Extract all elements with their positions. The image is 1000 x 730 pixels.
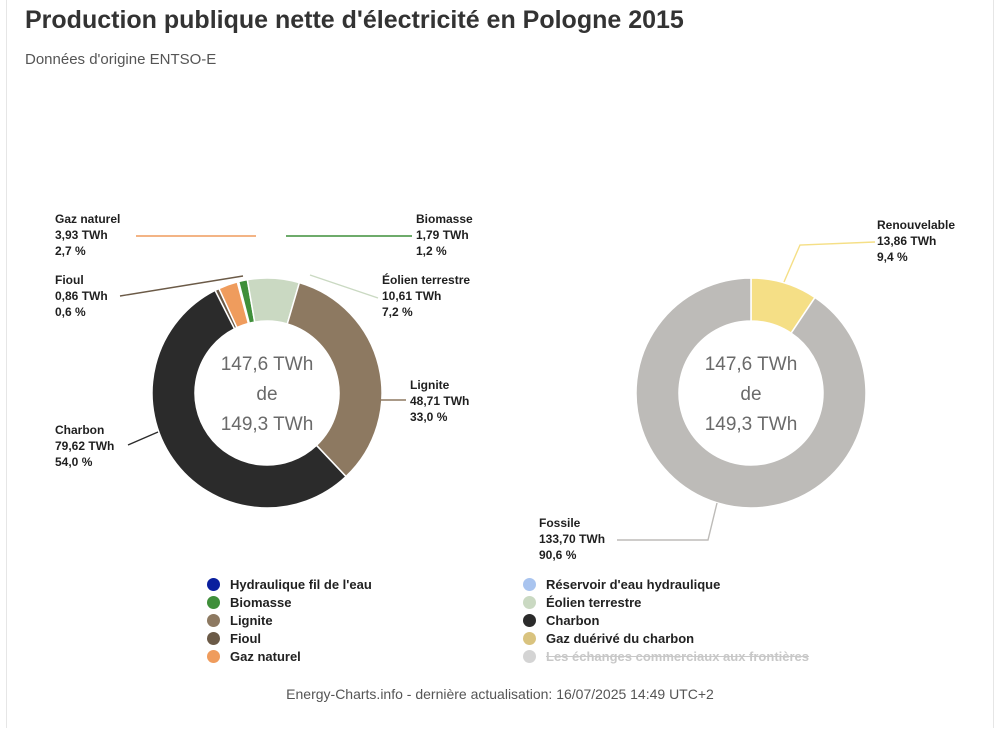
data-label-lignite-2: 48,71 TWh [410,394,469,408]
data-label-fossile-1: Fossile [539,516,581,530]
footer-credit: Energy-Charts.info - dernière actualisat… [286,686,714,702]
legend-label: Biomasse [230,594,292,610]
legend-item-lignite[interactable]: Lignite [207,611,372,629]
page-subtitle: Données d'origine ENTSO-E [25,51,217,68]
legend-item-eolien-terrestre[interactable]: Éolien terrestre [523,593,809,611]
slice-fossile[interactable] [635,277,867,509]
data-label-lignite-3: 33,0 % [410,410,448,424]
page-title: Production publique nette d'électricité … [25,6,684,34]
data-label-biomasse-3: 1,2 % [416,244,447,258]
legend-swatch [523,649,536,663]
legend-item-hydraulique-fil-de-l-eau[interactable]: Hydraulique fil de l'eau [207,575,372,593]
legend-item-reservoir-d-eau-hydraulique[interactable]: Réservoir d'eau hydraulique [523,575,809,593]
legend-label: Charbon [546,612,600,628]
data-label-charbon-1: Charbon [55,423,104,437]
legend-swatch [207,595,220,609]
legend-item-gaz-naturel[interactable]: Gaz naturel [207,647,372,665]
donut-chart-1: 147,6 TWh de 149,3 TWh Biomasse 1,79 TWh 1,2 … [55,212,473,509]
data-label-renouvelable-3: 9,4 % [877,250,908,264]
center-text-1: 147,6 TWh [221,354,314,375]
data-label-eolien-terrestre-2: 10,61 TWh [382,289,441,303]
legend-left: Hydraulique fil de l'eau Biomasse Lignite F… [207,575,372,665]
data-label-gaz-naturel-1: Gaz naturel [55,212,120,226]
data-label-fioul-2: 0,86 TWh [55,289,108,303]
leader-line-eolien-terrestre [309,274,379,299]
center-text-1: 147,6 TWh [705,354,798,375]
data-label-renouvelable-2: 13,86 TWh [877,234,936,248]
legend-swatch [523,577,536,591]
legend-label: Gaz naturel [230,648,301,664]
data-label-gaz-naturel-2: 3,93 TWh [55,228,108,242]
data-label-fossile-2: 133,70 TWh [539,532,605,546]
legend-swatch [523,595,536,609]
data-label-renouvelable-1: Renouvelable [877,218,955,232]
center-text-3: 149,3 TWh [705,414,798,435]
data-label-biomasse-1: Biomasse [416,212,473,226]
legend-label: Gaz duérivé du charbon [546,630,695,646]
legend-item-les-echanges-commerciaux-aux-frontieres[interactable]: Les échanges commerciaux aux frontières [523,647,809,665]
data-label-fossile-3: 90,6 % [539,548,577,562]
chart-frame [6,0,994,728]
data-label-lignite-1: Lignite [410,378,450,392]
leader-line-fioul [119,275,244,297]
data-label-gaz-naturel-3: 2,7 % [55,244,86,258]
legend-label: Les échanges commerciaux aux frontières [546,648,810,664]
legend-swatch [207,631,220,645]
legend-swatch [523,613,536,627]
legend-swatch [207,649,220,663]
data-label-charbon-3: 54,0 % [55,455,93,469]
legend-label: Fioul [230,630,262,646]
legend-right: Réservoir d'eau hydraulique Éolien terres… [523,575,809,665]
legend-label: Réservoir d'eau hydraulique [546,576,721,592]
slice-gaz-naturel[interactable] [217,281,250,329]
data-label-charbon-2: 79,62 TWh [55,439,114,453]
donut-chart-2: 147,6 TWh de 149,3 TWh Renouvelable 13,86 TW… [539,218,955,562]
legend-label: Hydraulique fil de l'eau [230,576,372,592]
legend-swatch [207,577,220,591]
legend-label: Lignite [230,612,273,628]
legend-item-fioul[interactable]: Fioul [207,629,372,647]
legend-item-biomasse[interactable]: Biomasse [207,593,372,611]
legend-item-gaz-duerive-du-charbon[interactable]: Gaz duérivé du charbon [523,629,809,647]
leader-line-renouvelable [783,241,876,283]
legend-item-charbon[interactable]: Charbon [523,611,809,629]
data-label-fioul-1: Fioul [55,273,84,287]
legend-swatch [523,631,536,645]
data-label-fioul-3: 0,6 % [55,305,86,319]
slice-lignite[interactable] [286,281,383,478]
legend-swatch [207,613,220,627]
center-text-2: de [740,384,761,405]
leader-line-fossile [617,502,718,541]
leader-line-charbon [127,431,159,446]
center-text-2: de [256,384,277,405]
data-label-eolien-terrestre-3: 7,2 % [382,305,413,319]
data-label-eolien-terrestre-1: Éolien terrestre [382,272,470,287]
data-label-biomasse-2: 1,79 TWh [416,228,469,242]
center-text-3: 149,3 TWh [221,414,314,435]
slice-charbon[interactable] [151,289,348,509]
legend-label: Éolien terrestre [546,594,642,610]
